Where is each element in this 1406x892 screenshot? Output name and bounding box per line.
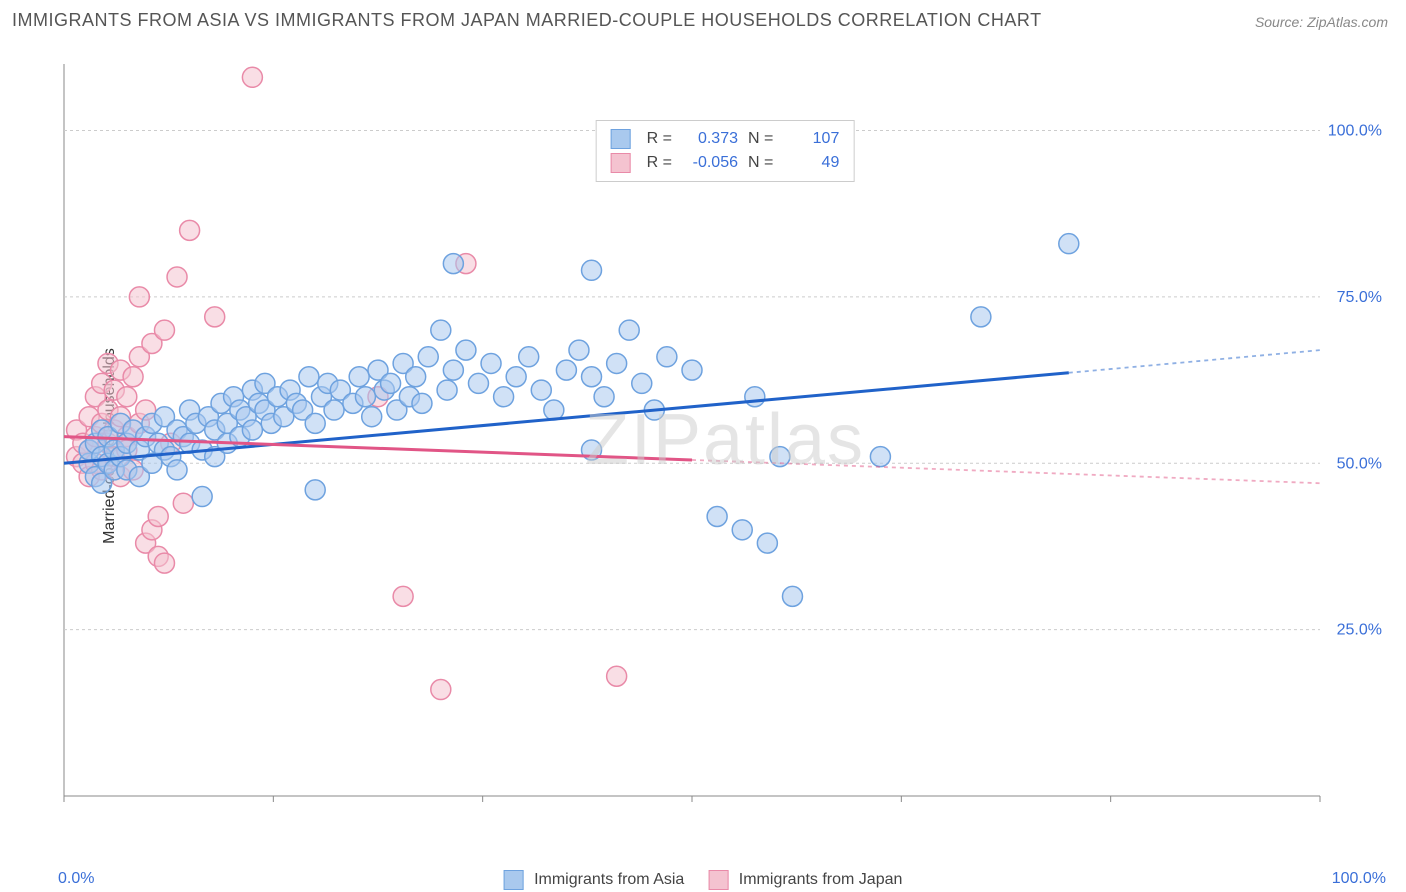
x-axis-max-label: 100.0% bbox=[1332, 870, 1386, 888]
swatch-asia-icon bbox=[504, 870, 524, 890]
svg-text:100.0%: 100.0% bbox=[1328, 123, 1382, 140]
correlation-legend: R = 0.373 N = 107 R = -0.056 N = 49 bbox=[596, 120, 855, 182]
swatch-asia bbox=[611, 129, 631, 149]
legend-n-value-japan: 49 bbox=[783, 154, 839, 172]
legend-label-asia: Immigrants from Asia bbox=[534, 871, 684, 888]
x-axis-min-label: 0.0% bbox=[58, 870, 94, 888]
chart-plot-area: ZIPatlas R = 0.373 N = 107 R = -0.056 N … bbox=[60, 60, 1390, 820]
svg-text:50.0%: 50.0% bbox=[1337, 455, 1382, 472]
swatch-japan-icon bbox=[708, 870, 728, 890]
legend-item-japan: Immigrants from Japan bbox=[708, 870, 902, 890]
svg-text:75.0%: 75.0% bbox=[1337, 289, 1382, 306]
legend-r-label: R = bbox=[647, 130, 672, 148]
legend-item-asia: Immigrants from Asia bbox=[504, 870, 685, 890]
legend-r-label: R = bbox=[647, 154, 672, 172]
series-legend: Immigrants from Asia Immigrants from Jap… bbox=[504, 870, 903, 890]
legend-row-japan: R = -0.056 N = 49 bbox=[611, 151, 840, 175]
legend-r-value-japan: -0.056 bbox=[682, 154, 738, 172]
legend-r-value-asia: 0.373 bbox=[682, 130, 738, 148]
swatch-japan bbox=[611, 153, 631, 173]
svg-text:25.0%: 25.0% bbox=[1337, 622, 1382, 639]
legend-n-label: N = bbox=[748, 154, 773, 172]
legend-row-asia: R = 0.373 N = 107 bbox=[611, 127, 840, 151]
chart-title: IMMIGRANTS FROM ASIA VS IMMIGRANTS FROM … bbox=[12, 10, 1042, 31]
source-label: Source: ZipAtlas.com bbox=[1255, 14, 1388, 30]
legend-label-japan: Immigrants from Japan bbox=[739, 871, 903, 888]
legend-n-label: N = bbox=[748, 130, 773, 148]
legend-n-value-asia: 107 bbox=[783, 130, 839, 148]
